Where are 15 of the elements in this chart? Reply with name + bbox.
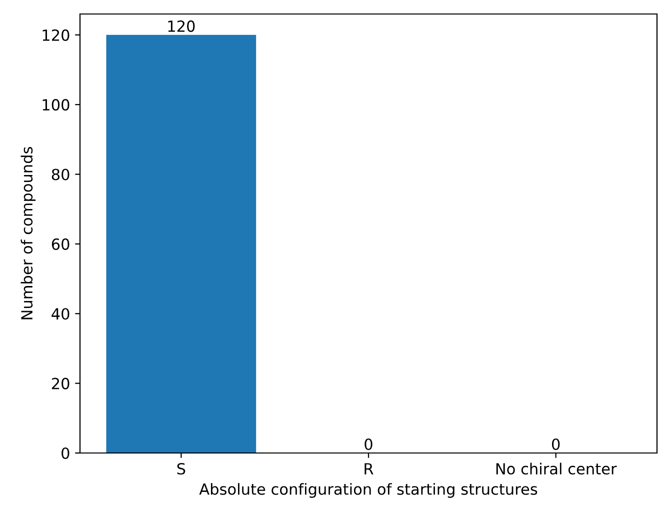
y-axis-title: Number of compounds (20, 146, 36, 320)
y-tick-label: 60 (52, 238, 70, 250)
y-tick-label: 20 (52, 378, 70, 390)
x-tick-label: R (364, 463, 374, 474)
y-tick-label: 0 (62, 447, 70, 460)
x-tick-label: No chiral center (496, 462, 617, 475)
x-tick-label: S (177, 462, 186, 475)
y-tick-label: 120 (42, 29, 70, 41)
x-axis-title: Absolute configuration of starting structures (199, 483, 538, 498)
y-tick-label: 40 (52, 308, 70, 320)
data-label: 0 (552, 438, 560, 450)
y-tick-label: 100 (42, 99, 70, 111)
data-label: 120 (168, 20, 195, 32)
data-label: 0 (364, 438, 372, 450)
y-tick-label: 80 (52, 168, 70, 180)
